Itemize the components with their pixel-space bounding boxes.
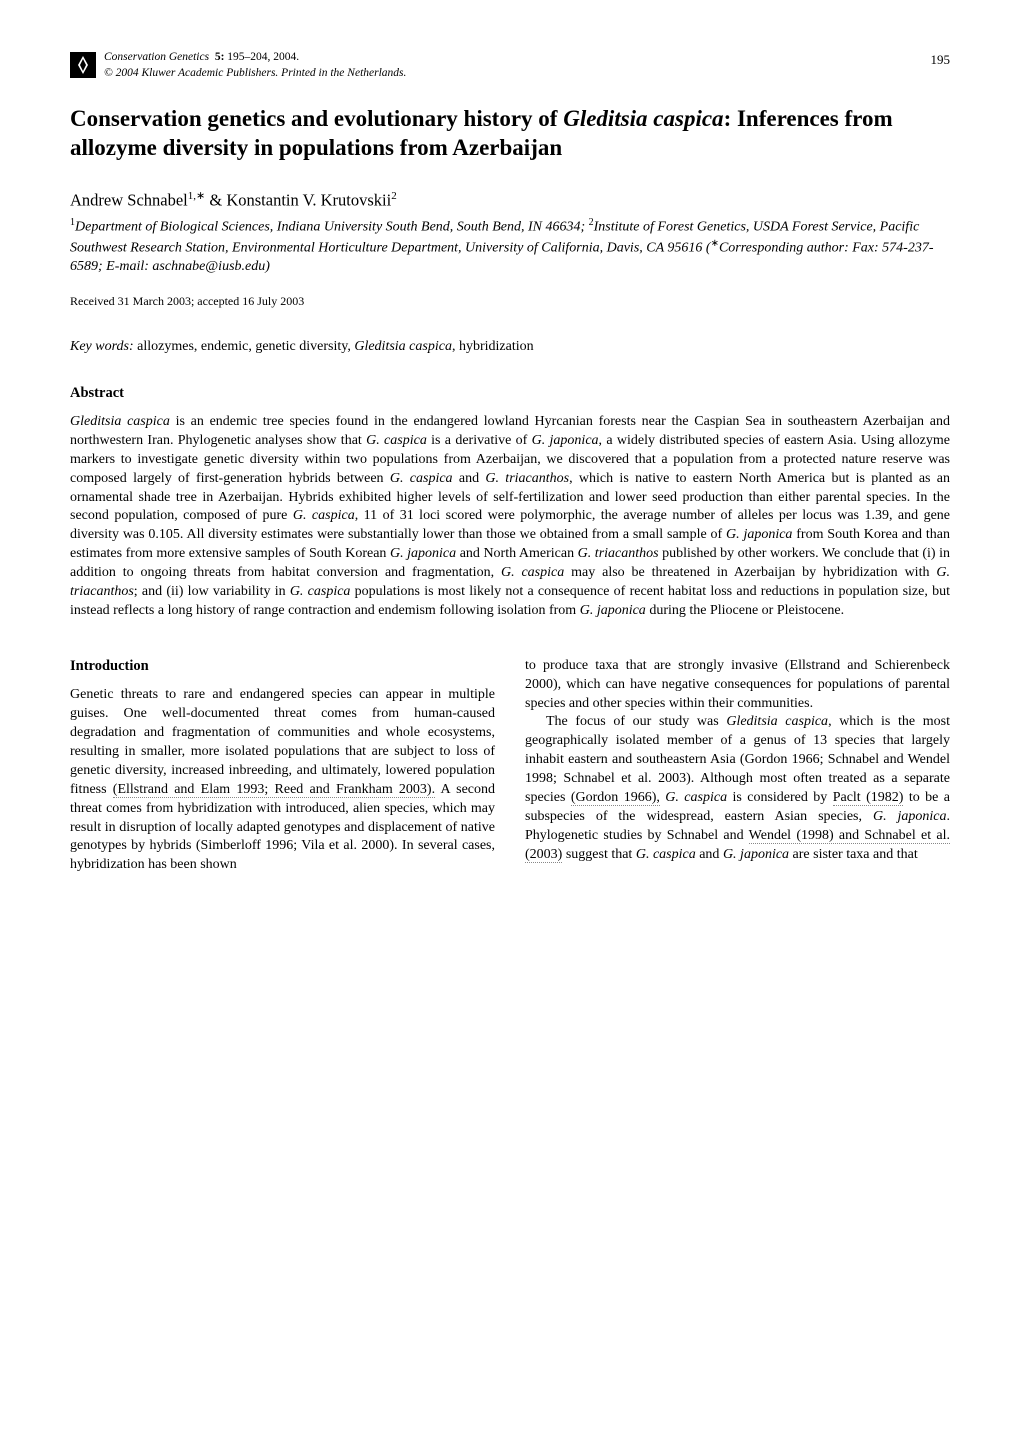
paper-title: Conservation genetics and evolutionary h… [70, 105, 950, 163]
abstract-sp6: G. caspica [293, 508, 355, 523]
intro-r-sp2: G. caspica [665, 790, 727, 805]
journal-metadata: Conservation Genetics 5: 195–204, 2004. … [104, 50, 406, 81]
page-number: 195 [931, 52, 951, 69]
abstract-sp4: G. caspica [390, 471, 453, 486]
intro-r-p2g: suggest that [562, 847, 636, 862]
intro-r-sp5: G. japonica [723, 847, 789, 862]
citation-ellstrand: (Ellstrand and Elam 1993; Reed and Frank… [113, 782, 435, 798]
citation-gordon: (Gordon 1966), [571, 790, 660, 806]
abstract-p2: is a derivative of [427, 433, 532, 448]
abstract-sp2: G. caspica [366, 433, 427, 448]
abstract-sp8: G. japonica [390, 546, 456, 561]
authors: Andrew Schnabel1,∗ & Konstantin V. Kruto… [70, 189, 950, 211]
abstract-p11: ; and (ii) low variability in [134, 584, 290, 599]
keywords-post: , hybridization [452, 339, 534, 354]
received-dates: Received 31 March 2003; accepted 16 July… [70, 294, 950, 310]
citation-paclt: Paclt (1982) [833, 790, 904, 806]
keywords-species: Gleditsia caspica [354, 339, 452, 354]
abstract-sp10: G. caspica [501, 565, 564, 580]
paper-header: Conservation Genetics 5: 195–204, 2004. … [70, 50, 950, 81]
journal-pages: 195–204, 2004. [227, 51, 299, 63]
journal-copyright: © 2004 Kluwer Academic Publishers. Print… [104, 66, 406, 82]
intro-r-sp3: G. japonica [873, 809, 947, 824]
intro-right-para2: The focus of our study was Gleditsia cas… [525, 713, 950, 864]
abstract-p8: and North American [456, 546, 578, 561]
affiliation-1: Department of Biological Sciences, India… [75, 220, 589, 235]
abstract-p13: during the Pliocene or Pleistocene. [646, 603, 844, 618]
author-2: Konstantin V. Krutovskii [226, 190, 391, 209]
journal-name: Conservation Genetics [104, 51, 209, 63]
abstract-sp7: G. japonica [726, 527, 792, 542]
abstract-sp13: G. japonica [580, 603, 646, 618]
journal-info-block: Conservation Genetics 5: 195–204, 2004. … [70, 50, 406, 81]
abstract-sp1: Gleditsia caspica [70, 414, 170, 429]
abstract-p10: may also be threatened in Azerbaijan by … [564, 565, 936, 580]
abstract-sp5: G. triacanthos [485, 471, 569, 486]
keywords: Key words: allozymes, endemic, genetic d… [70, 338, 950, 356]
keywords-label: Key words: [70, 339, 134, 354]
intro-r-sp4: G. caspica [636, 847, 696, 862]
intro-r-sp1: Gleditsia caspica [726, 714, 828, 729]
journal-volume: 5: [215, 51, 225, 63]
title-species: Gleditsia caspica [563, 106, 723, 131]
left-column: Introduction Genetic threats to rare and… [70, 657, 495, 875]
abstract-p4: and [453, 471, 486, 486]
affiliations: 1Department of Biological Sciences, Indi… [70, 216, 950, 276]
keywords-pre: allozymes, endemic, genetic diversity, [134, 339, 355, 354]
abstract-sp3: G. japonica [532, 433, 599, 448]
intro-right-para1: to produce taxa that are strongly invasi… [525, 657, 950, 714]
intro-left-para1: Genetic threats to rare and endangered s… [70, 686, 495, 875]
abstract-sp12: G. caspica [290, 584, 351, 599]
author-1-sup: 1,∗ [188, 190, 205, 202]
right-column: to produce taxa that are strongly invasi… [525, 657, 950, 875]
intro-r-p2h: and [696, 847, 723, 862]
intro-left-text-a: Genetic threats to rare and endangered s… [70, 687, 495, 796]
intro-r-p2d: is considered by [727, 790, 833, 805]
abstract-body: Gleditsia caspica is an endemic tree spe… [70, 413, 950, 621]
author-1: Andrew Schnabel [70, 190, 188, 209]
intro-r-p2i: are sister taxa and that [789, 847, 918, 862]
corr-sup: ∗ [711, 238, 719, 249]
author-amp: & [205, 190, 226, 209]
body-columns: Introduction Genetic threats to rare and… [70, 657, 950, 875]
author-2-sup: 2 [391, 190, 397, 202]
abstract-sp9: G. triacanthos [578, 546, 659, 561]
publisher-icon [70, 52, 96, 78]
abstract-heading: Abstract [70, 384, 950, 403]
intro-r-p2a: The focus of our study was [546, 714, 726, 729]
title-prefix: Conservation genetics and evolutionary h… [70, 106, 563, 131]
introduction-heading: Introduction [70, 657, 495, 677]
